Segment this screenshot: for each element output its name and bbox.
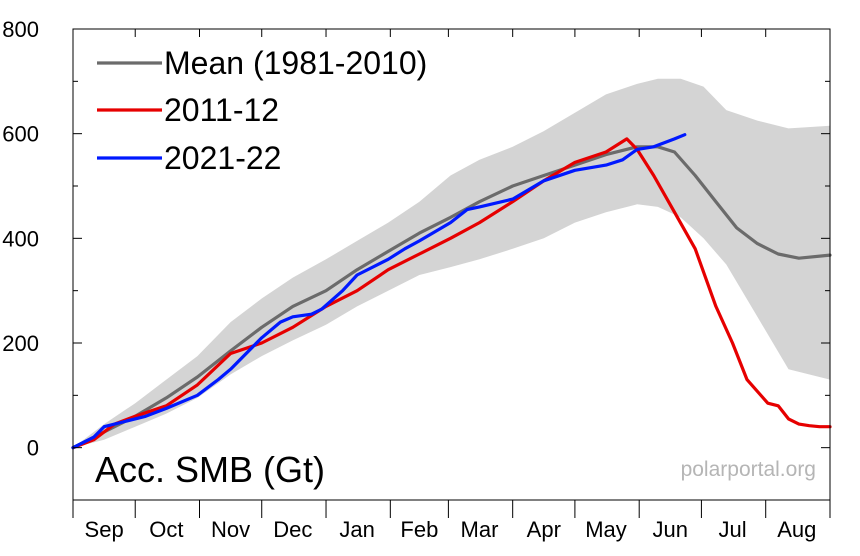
y-tick-label: 400 (2, 226, 39, 251)
series-line-2 (71, 137, 832, 450)
x-tick-label: Aug (777, 517, 816, 542)
x-tick-label: Mar (461, 517, 499, 542)
x-tick-label: Apr (527, 517, 561, 542)
y-tick-label: 800 (2, 17, 39, 42)
series-line-1 (71, 145, 832, 450)
y-tick-label: 200 (2, 331, 39, 356)
x-tick-label: Jun (653, 517, 688, 542)
range-band (73, 78, 830, 448)
x-tick-label: Nov (211, 517, 250, 542)
x-tick-label: May (585, 517, 627, 542)
legend-label-3: 2021-22 (164, 140, 281, 176)
series-layer (71, 133, 832, 450)
x-tick-label: Oct (149, 517, 183, 542)
axis-quantity-label: Acc. SMB (Gt) (95, 449, 325, 490)
plot-frame (72, 28, 831, 501)
y-tick-label: 600 (2, 122, 39, 147)
axes-layer: 0 200 400 600 800 Sep Oct Nov Dec Jan Feb Mar Apr May… (2, 17, 831, 542)
band-layer (73, 78, 830, 448)
watermark: polarportal.org (681, 458, 816, 481)
x-tick-label: Jul (718, 517, 746, 542)
series-line-3 (71, 133, 687, 450)
legend-label-2: 2011-12 (164, 92, 279, 128)
x-tick-label: Feb (400, 517, 438, 542)
legend-label-1: Mean (1981-2010) (164, 45, 427, 81)
legend: Mean (1981-2010) 2011-12 2021-22 (97, 45, 427, 176)
x-tick-label: Sep (85, 517, 124, 542)
text-layer: Acc. SMB (Gt) polarportal.org (95, 449, 816, 490)
x-tick-label: Jan (339, 517, 374, 542)
x-tick-label: Dec (273, 517, 312, 542)
y-tick-label: 0 (27, 436, 39, 461)
